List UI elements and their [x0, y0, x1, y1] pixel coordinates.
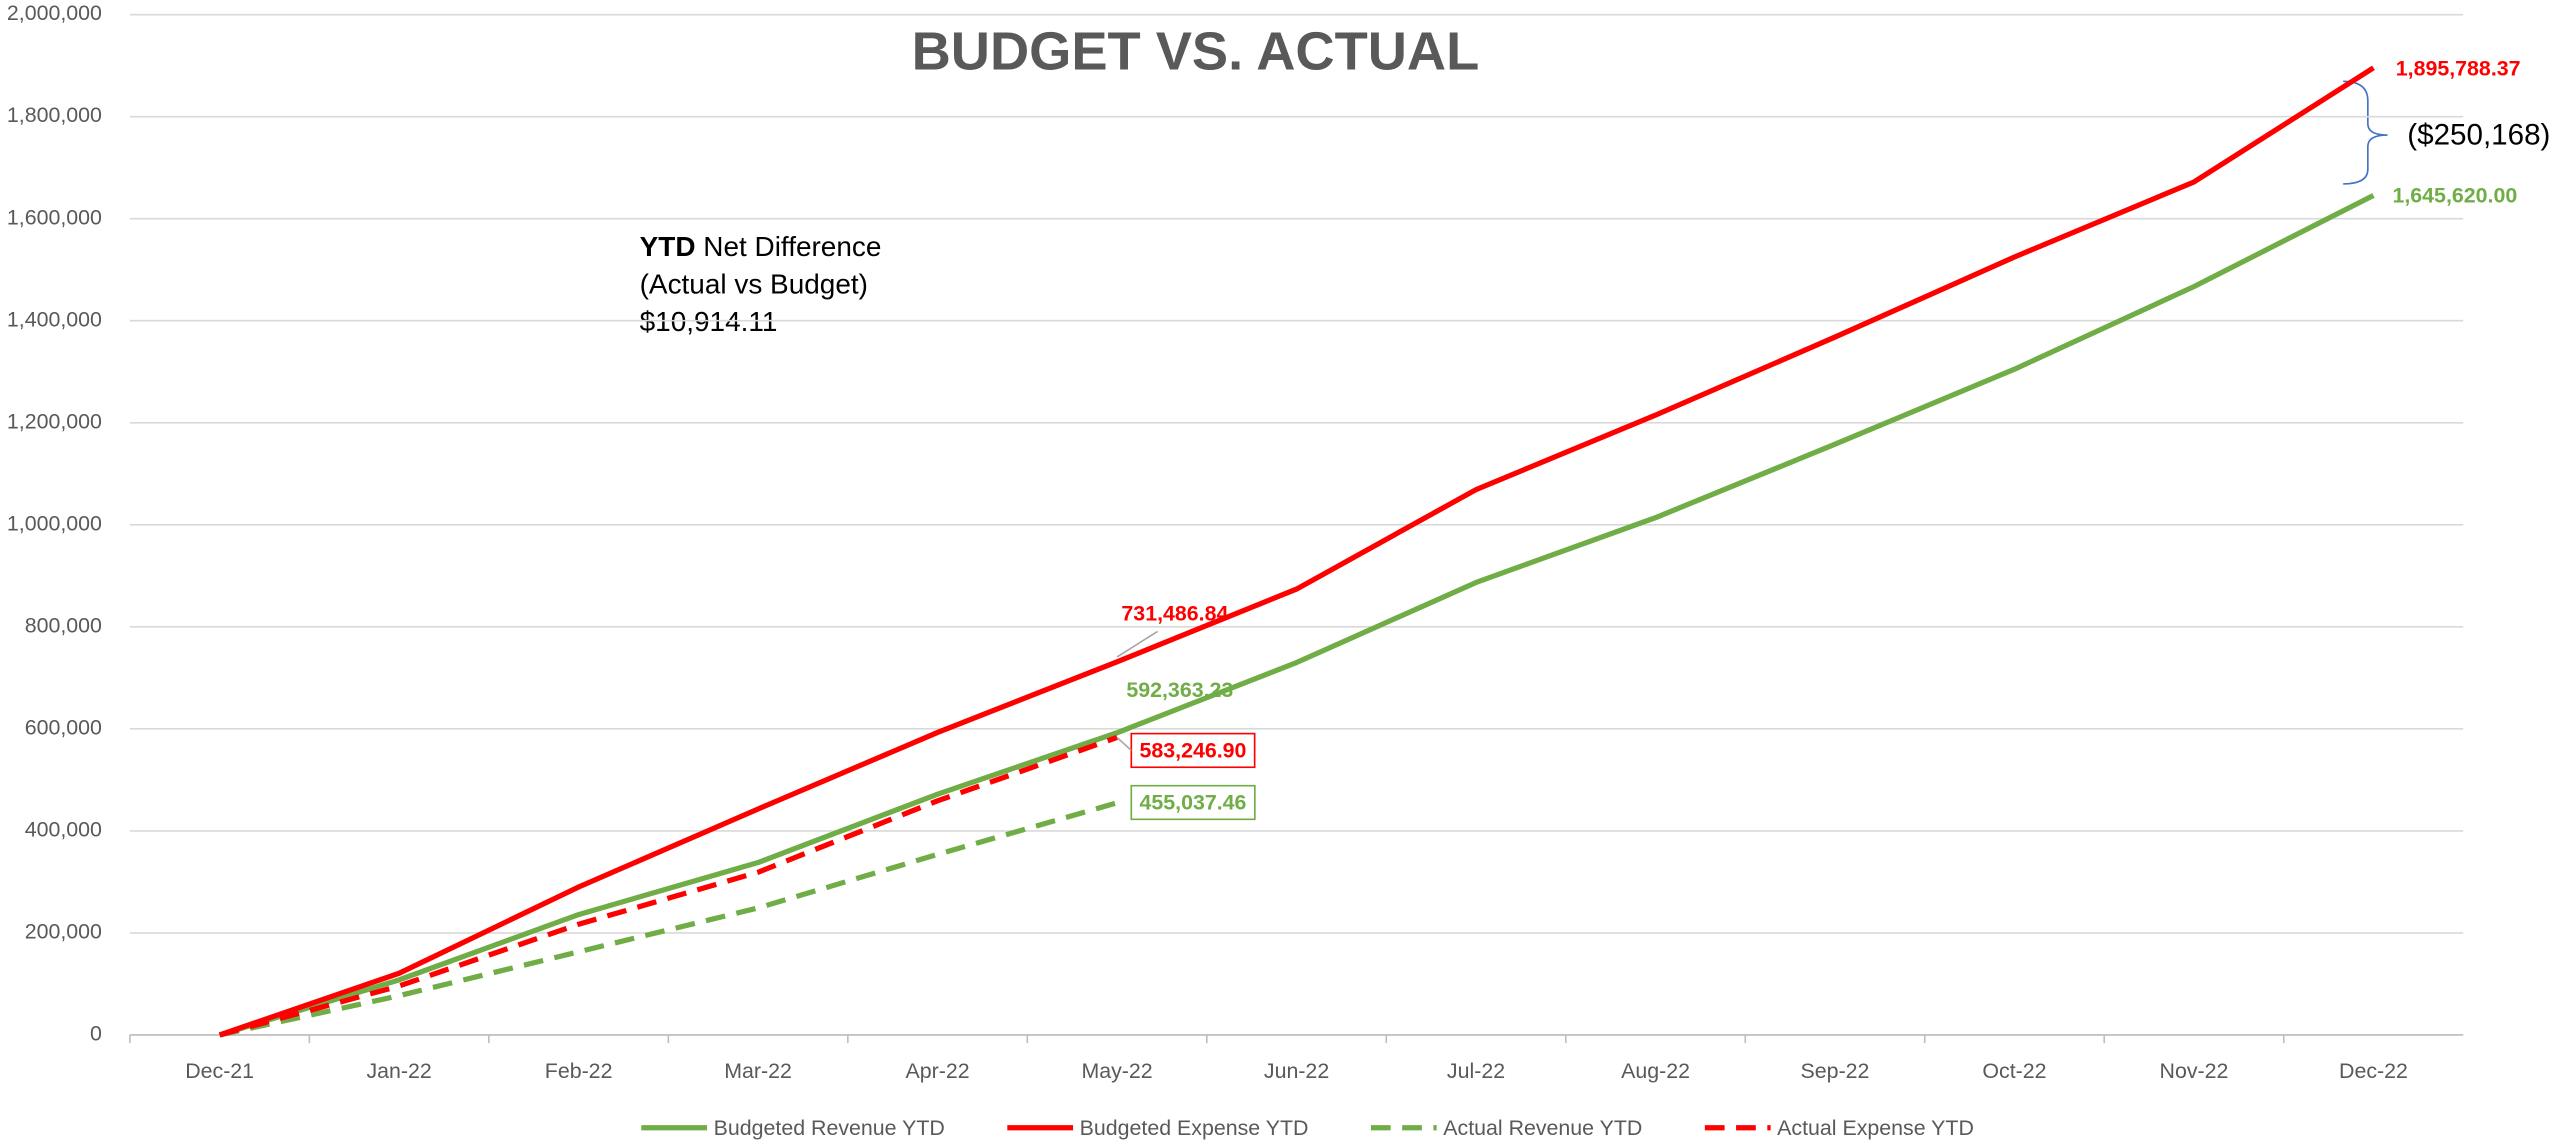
- y-tick-label: 1,600,000: [7, 205, 102, 229]
- x-tick-label: Jun-22: [1264, 1059, 1329, 1083]
- annotation: $10,914.11: [640, 306, 778, 337]
- annotation: YTD Net Difference: [640, 231, 882, 262]
- series-line: [218, 193, 2375, 1038]
- y-tick-label: 1,200,000: [7, 409, 102, 433]
- x-tick-label: Mar-22: [724, 1059, 792, 1083]
- x-tick-label: Aug-22: [1621, 1059, 1690, 1083]
- data-label: 1,645,620.00: [2393, 184, 2518, 208]
- legend-label: Budgeted Revenue YTD: [714, 1116, 945, 1140]
- annotation-bold: YTD: [640, 231, 696, 262]
- data-label: 1,895,788.37: [2396, 57, 2521, 81]
- x-tick-label: Apr-22: [906, 1059, 970, 1083]
- x-tick-label: Oct-22: [1982, 1059, 2046, 1083]
- legend-label: Actual Revenue YTD: [1443, 1116, 1642, 1140]
- y-tick-label: 800,000: [25, 614, 102, 638]
- series-line: [218, 734, 1118, 1038]
- x-tick-label: Dec-22: [2339, 1059, 2408, 1083]
- y-tick-label: 400,000: [25, 818, 102, 842]
- bracket: [2343, 80, 2388, 185]
- leader-line: [1116, 736, 1132, 752]
- y-tick-label: 1,800,000: [7, 103, 102, 127]
- x-tick-label: Dec-21: [185, 1059, 254, 1083]
- x-tick-label: Nov-22: [2160, 1059, 2229, 1083]
- data-label: 592,363.23: [1126, 678, 1233, 702]
- x-tick-label: Sep-22: [1801, 1059, 1870, 1083]
- data-label: 731,486.84: [1121, 602, 1228, 626]
- y-tick-label: 600,000: [25, 716, 102, 740]
- annotation: ($250,168): [2407, 119, 2550, 152]
- x-tick-label: May-22: [1081, 1059, 1152, 1083]
- y-tick-label: 2,000,000: [7, 1, 102, 25]
- x-tick-label: Feb-22: [545, 1059, 613, 1083]
- x-tick-label: Jul-22: [1447, 1059, 1505, 1083]
- y-tick-label: 200,000: [25, 920, 102, 944]
- y-tick-label: 1,400,000: [7, 307, 102, 331]
- chart-title: BUDGET VS. ACTUAL: [912, 22, 1480, 82]
- legend-label: Budgeted Expense YTD: [1080, 1116, 1309, 1140]
- data-label: 583,246.90: [1140, 738, 1247, 762]
- x-tick-label: Jan-22: [366, 1059, 431, 1083]
- leader-line: [1116, 630, 1159, 658]
- label-box: [1130, 784, 1256, 821]
- series-line: [218, 65, 2375, 1038]
- label-box: [1130, 732, 1256, 769]
- annotation-text: Net Difference: [703, 231, 881, 262]
- data-label: 455,037.46: [1140, 791, 1247, 815]
- y-tick-label: 1,000,000: [7, 511, 102, 535]
- annotation: (Actual vs Budget): [640, 269, 868, 300]
- legend-label: Actual Expense YTD: [1777, 1116, 1974, 1140]
- y-tick-label: 0: [90, 1022, 102, 1046]
